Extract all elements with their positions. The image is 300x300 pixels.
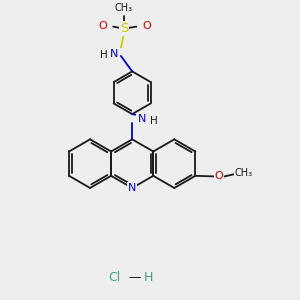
- Text: O: O: [215, 171, 224, 182]
- Text: H: H: [144, 271, 153, 284]
- Text: O: O: [142, 21, 151, 31]
- Text: H: H: [150, 116, 158, 126]
- Text: H: H: [100, 50, 108, 59]
- Text: CH₃: CH₃: [234, 168, 253, 178]
- Text: S: S: [120, 22, 128, 35]
- Text: —: —: [128, 271, 141, 284]
- Text: CH₃: CH₃: [115, 3, 133, 13]
- Text: N: N: [137, 115, 146, 124]
- Text: N: N: [128, 183, 136, 193]
- Text: N: N: [110, 49, 118, 58]
- Text: O: O: [98, 21, 107, 31]
- Text: Cl: Cl: [108, 271, 121, 284]
